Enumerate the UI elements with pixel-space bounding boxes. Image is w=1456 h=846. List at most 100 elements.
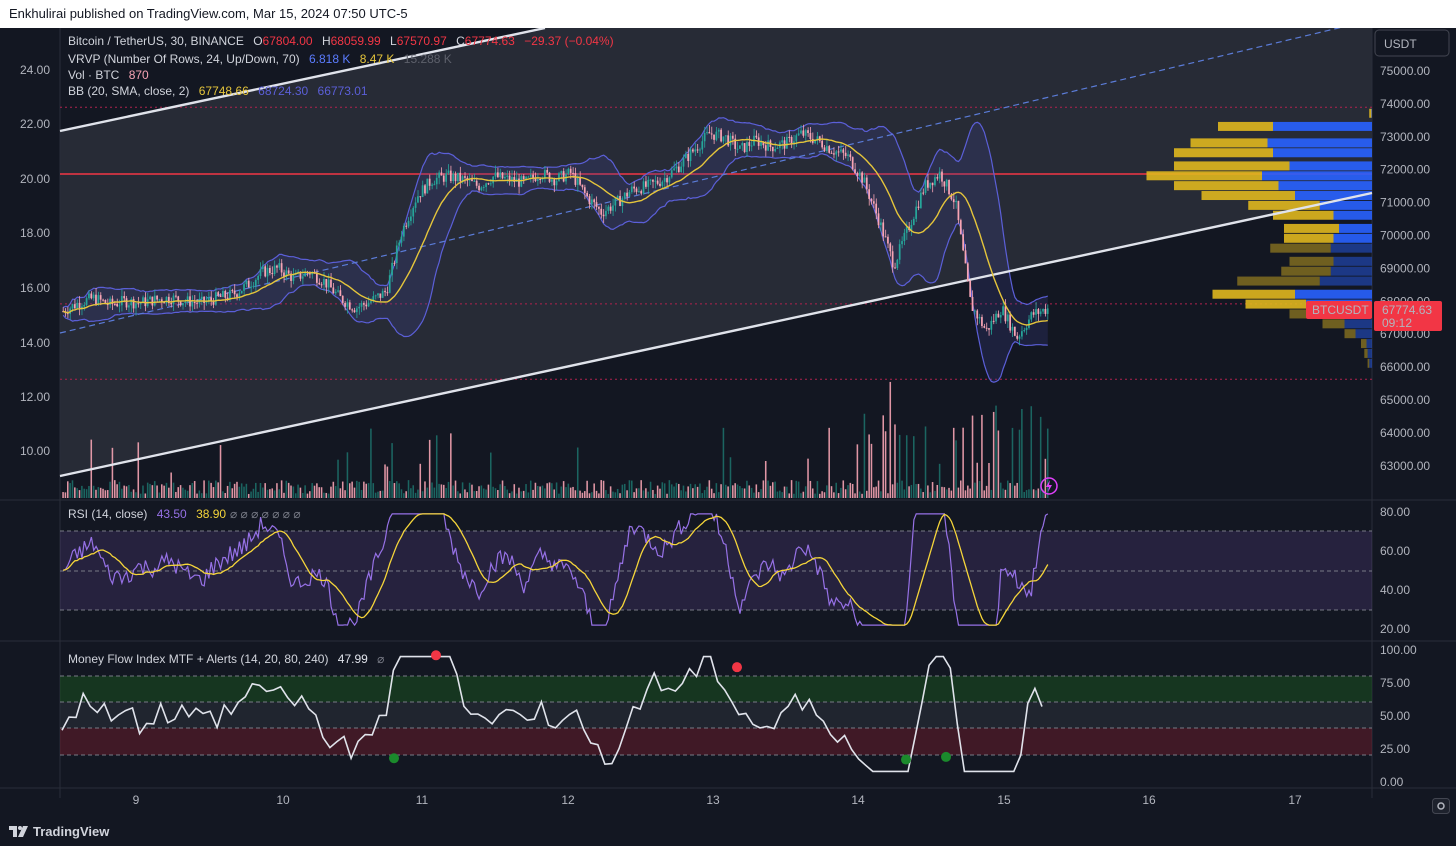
- volume-bar: [668, 480, 671, 498]
- volume-bar: [584, 491, 586, 498]
- candle-body: [945, 179, 948, 187]
- candle-body: [99, 295, 102, 300]
- vp-down-row: [1174, 161, 1290, 171]
- time-axis-ticks: 9 10 11 12 13 14 15 16 17: [133, 793, 1302, 807]
- volume-bar: [598, 493, 600, 498]
- volume-bar: [713, 493, 715, 498]
- candle-body: [652, 179, 654, 182]
- time-tick: 14: [851, 793, 865, 807]
- volume-bar: [76, 488, 78, 498]
- vp-down-row: [1237, 276, 1320, 286]
- candle-body: [210, 297, 212, 301]
- volume-bar: [468, 482, 471, 498]
- candle-body: [927, 180, 929, 188]
- time-tick: 15: [997, 793, 1011, 807]
- currency-button[interactable]: USDT: [1374, 29, 1450, 57]
- rsi-tick: 60.00: [1380, 544, 1410, 558]
- candle-body: [125, 298, 128, 308]
- flash-alert-icon[interactable]: [1040, 477, 1058, 495]
- candle-body: [957, 200, 960, 221]
- left-tick: 12.00: [20, 390, 50, 404]
- candle-body: [137, 303, 140, 305]
- volume-bar: [1021, 409, 1023, 498]
- candle-body: [109, 298, 111, 306]
- mfi-overbought-alert-icon: [732, 662, 742, 673]
- candle-body: [160, 299, 163, 303]
- volume-bar: [1023, 491, 1025, 498]
- volume-bar: [628, 480, 631, 498]
- rsi-tick: 40.00: [1380, 583, 1410, 597]
- candle-body: [710, 133, 713, 135]
- vp-up-row: [1289, 161, 1372, 171]
- vol-label: Vol · BTC: [68, 68, 120, 82]
- candle-body: [104, 300, 107, 304]
- volume-bar: [593, 483, 595, 498]
- candle-body: [254, 279, 257, 286]
- candle-body: [410, 216, 412, 221]
- candle-body: [379, 293, 382, 298]
- lower-trendline[interactable]: [59, 191, 1373, 478]
- tradingview-logo[interactable]: TradingView: [9, 822, 109, 840]
- dashed-parallel-line[interactable]: [59, 28, 1372, 334]
- volume-bar: [851, 483, 854, 498]
- volume-bar: [294, 493, 297, 498]
- volume-bar: [537, 486, 539, 498]
- candle-body: [962, 234, 964, 251]
- candle-body: [936, 177, 939, 179]
- volume-bar: [208, 480, 210, 498]
- candle-body: [501, 172, 504, 179]
- vp-up-row: [1267, 138, 1372, 148]
- candle-body: [363, 303, 365, 305]
- volume-bar: [781, 492, 783, 498]
- candle-body: [708, 132, 711, 134]
- svg-text:BB (20, SMA, close, 2) 6: BB (20, SMA, close, 2) 67748.66 68724.30…: [68, 84, 368, 98]
- candle-body: [489, 183, 492, 185]
- candle-body: [212, 300, 215, 305]
- volume-bar: [539, 486, 541, 498]
- candle-body: [414, 202, 417, 208]
- vp-up-row: [1355, 329, 1372, 339]
- volume-bar: [776, 491, 779, 498]
- candle-body: [417, 196, 419, 203]
- vp-up-row: [1319, 200, 1372, 210]
- upper-trendline[interactable]: [59, 28, 546, 133]
- candle-body: [217, 292, 220, 296]
- volume-bar: [473, 491, 476, 498]
- volume-bar: [464, 489, 466, 498]
- volume-bar: [450, 433, 452, 498]
- mfi-alert-markers: [389, 650, 951, 765]
- volume-bar: [135, 492, 137, 498]
- candle-body: [835, 151, 838, 155]
- volume-bar: [278, 489, 281, 498]
- mfi-oversold-alert-icon: [389, 753, 399, 764]
- candle-body: [847, 154, 849, 157]
- candle-body: [546, 170, 549, 173]
- chart-canvas[interactable]: 75000.00 74000.00 73000.00 72000.00 71000.00…: [0, 28, 1456, 816]
- volume-bar: [579, 490, 581, 498]
- vp-down-row: [1284, 233, 1334, 243]
- rsi-axis-ticks: 80.00 60.00 40.00 20.00: [1380, 505, 1410, 636]
- volume-bar: [118, 481, 121, 498]
- candle-body: [593, 199, 596, 203]
- candle-body: [598, 207, 600, 209]
- volume-bar: [128, 484, 130, 498]
- candle-body: [88, 293, 90, 299]
- vp-down-row: [1289, 256, 1334, 266]
- price-tick: 74000.00: [1380, 97, 1430, 111]
- legend-c-label: C: [456, 34, 465, 48]
- volume-bar: [811, 488, 814, 498]
- volume-bar: [400, 489, 403, 498]
- volume-bar: [313, 485, 316, 498]
- rsi-tick: 80.00: [1380, 505, 1410, 519]
- volume-bar: [555, 482, 558, 498]
- volume-bar: [471, 484, 473, 498]
- volume-bar: [457, 491, 459, 498]
- candle-body: [633, 186, 635, 189]
- candle-body: [355, 308, 358, 313]
- volume-bar: [506, 489, 508, 498]
- mfi-tick: 75.00: [1380, 676, 1410, 690]
- candle-body: [854, 169, 856, 174]
- candle-body: [405, 225, 408, 227]
- gear-icon[interactable]: [1432, 798, 1450, 814]
- candle-body: [948, 179, 950, 195]
